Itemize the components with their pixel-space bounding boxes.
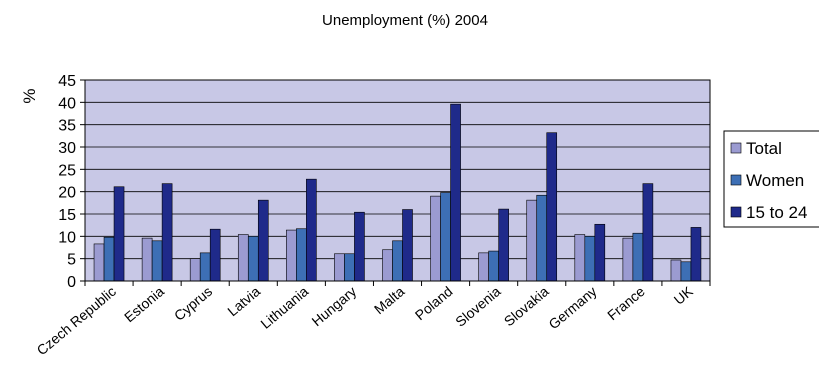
bar <box>430 195 441 282</box>
plot-area: 0 5 10 15 20 25 30 35 40 45 Czech Republic Estonia C… <box>34 73 711 358</box>
x-tick-label: Czech Republic <box>34 283 119 358</box>
y-tick-label: 35 <box>58 118 76 135</box>
bar <box>622 237 634 282</box>
x-tick-label: Lithuania <box>257 283 311 332</box>
bar <box>478 252 489 282</box>
bar <box>334 253 345 282</box>
x-tick-label: Slovakia <box>501 283 552 329</box>
y-tick-label: 0 <box>67 274 76 291</box>
bar <box>199 252 211 282</box>
bar <box>526 199 538 282</box>
bar <box>189 258 201 282</box>
x-tick-label: Poland <box>412 283 456 323</box>
bar <box>680 261 692 282</box>
bar <box>594 223 606 282</box>
legend-swatch <box>730 142 742 154</box>
x-tick-label: Slovenia <box>452 283 504 330</box>
bar <box>642 183 654 282</box>
legend-label: Total <box>746 139 782 158</box>
y-tick-label: 20 <box>58 185 76 202</box>
bar <box>536 194 548 282</box>
y-tick-label: 30 <box>58 140 76 157</box>
x-tick-label: Malta <box>371 283 408 317</box>
y-tick-label: 5 <box>67 252 76 269</box>
y-tick-label: 40 <box>58 95 76 112</box>
legend-label: Women <box>746 171 804 190</box>
bar <box>113 186 125 282</box>
bar <box>161 183 173 282</box>
bar <box>151 240 163 282</box>
bar <box>670 259 682 282</box>
bar <box>286 229 297 282</box>
y-axis-label: % <box>20 88 39 103</box>
bar <box>344 253 355 282</box>
bar <box>450 103 461 282</box>
bar <box>584 236 596 282</box>
bar <box>488 250 499 282</box>
x-tick-label: Latvia <box>224 283 263 319</box>
x-tick-label: Germany <box>545 283 599 332</box>
bar <box>354 211 365 282</box>
y-tick-label: 15 <box>58 207 76 224</box>
legend-swatch <box>730 174 742 186</box>
bar <box>237 234 249 282</box>
bar <box>296 228 307 282</box>
x-tick-label: Estonia <box>121 283 167 325</box>
x-tick-label: Cyprus <box>171 283 215 324</box>
bar <box>632 232 644 282</box>
legend-label: 15 to 24 <box>746 203 807 222</box>
x-tick-label: Hungary <box>309 283 360 329</box>
bar <box>209 228 221 282</box>
bar <box>306 178 317 282</box>
y-tick-label: 10 <box>58 229 76 246</box>
legend-swatch <box>730 206 742 218</box>
y-tick-label: 45 <box>58 73 76 90</box>
bar <box>498 208 509 282</box>
bar <box>382 249 393 282</box>
bar <box>392 240 403 282</box>
x-tick-label: France <box>604 283 648 323</box>
bar <box>141 237 153 282</box>
bar <box>440 192 451 282</box>
bar <box>574 234 586 282</box>
bar <box>103 236 115 282</box>
legend: Total Women 15 to 24 <box>723 130 819 228</box>
bar <box>257 199 269 282</box>
y-tick-label: 25 <box>58 162 76 179</box>
bar <box>93 243 105 282</box>
chart-title: Unemployment (%) 2004 <box>322 12 488 29</box>
x-tick-label: UK <box>671 283 697 308</box>
bar <box>402 209 413 282</box>
bar <box>690 227 702 282</box>
bar <box>247 236 259 282</box>
bar <box>546 132 558 282</box>
